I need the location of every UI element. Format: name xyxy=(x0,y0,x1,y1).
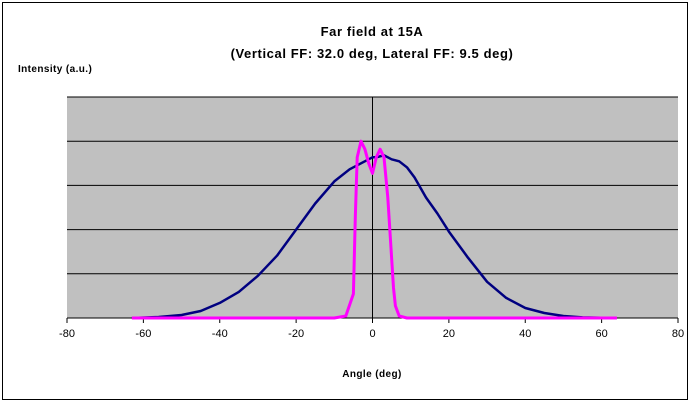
x-tick-label: 60 xyxy=(596,328,608,340)
x-tick-label: 20 xyxy=(443,328,455,340)
chart-subtitle: (Vertical FF: 32.0 deg, Lateral FF: 9.5 … xyxy=(231,46,514,61)
x-axis-label: Angle (deg) xyxy=(342,369,401,380)
x-tick-label: -80 xyxy=(59,328,75,340)
series-layer xyxy=(131,139,617,320)
chart-title: Far field at 15A xyxy=(321,24,424,39)
x-tick-label: 40 xyxy=(519,328,531,340)
chart-border xyxy=(2,2,688,400)
x-tick-label: -60 xyxy=(135,328,151,340)
x-tick-label: 0 xyxy=(369,328,375,340)
series-line-2 xyxy=(131,139,617,320)
series-line-1 xyxy=(131,154,614,320)
x-tick-labels: -80 -60 -40 -20 0 20 40 60 80 xyxy=(59,318,684,340)
x-tick-label: -40 xyxy=(212,328,228,340)
x-tick-label: -20 xyxy=(288,328,304,340)
x-tick-label: 80 xyxy=(672,328,684,340)
y-axis-label: Intensity (a.u.) xyxy=(18,64,92,75)
